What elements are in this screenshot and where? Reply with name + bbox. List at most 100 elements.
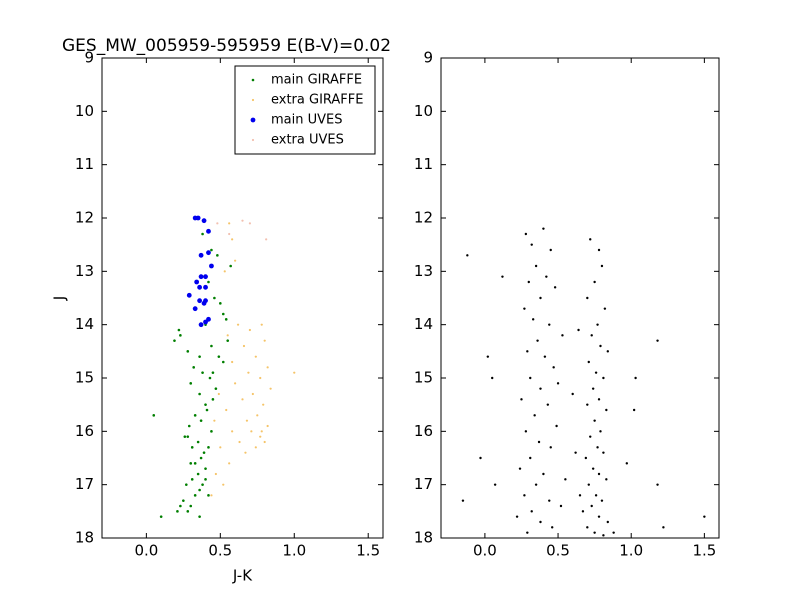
plot-frame — [440, 57, 720, 539]
point — [602, 534, 605, 537]
point — [204, 478, 207, 481]
point — [632, 408, 636, 412]
point — [224, 318, 228, 321]
point — [586, 526, 589, 529]
y-tick-label: 14 — [414, 315, 433, 333]
point — [542, 472, 545, 476]
point — [216, 222, 219, 225]
y-tick-label: 16 — [414, 422, 433, 440]
point — [293, 371, 296, 374]
point — [523, 307, 526, 310]
point — [587, 360, 590, 364]
point — [581, 510, 585, 513]
point — [219, 302, 222, 305]
point — [597, 398, 601, 401]
point — [201, 483, 204, 486]
point — [591, 467, 595, 470]
point — [213, 296, 216, 300]
point — [241, 219, 244, 222]
point — [210, 344, 213, 348]
x-tick-label: 1.5 — [356, 542, 380, 560]
point — [461, 499, 465, 502]
point — [201, 371, 204, 374]
point — [259, 376, 262, 380]
point — [186, 435, 190, 438]
point — [600, 264, 604, 268]
point — [589, 238, 592, 241]
legend-box — [234, 65, 376, 155]
legend-marker — [250, 117, 256, 123]
point — [265, 238, 268, 241]
legend-label: main GIRAFFE — [271, 73, 362, 88]
point — [206, 250, 211, 256]
point — [192, 306, 198, 312]
point — [590, 504, 593, 508]
point — [254, 446, 257, 449]
point — [656, 483, 659, 486]
point — [518, 467, 522, 470]
point — [703, 515, 706, 518]
point — [551, 526, 554, 529]
point — [263, 339, 266, 342]
point — [228, 462, 231, 465]
x-tick-label: 1.5 — [692, 542, 716, 560]
point — [530, 243, 533, 246]
point — [225, 408, 228, 412]
legend-label: extra GIRAFFE — [271, 93, 363, 108]
point — [193, 494, 197, 497]
point — [187, 424, 191, 428]
point — [593, 280, 596, 284]
point — [190, 478, 194, 481]
point — [571, 392, 574, 396]
point — [214, 387, 218, 390]
point — [159, 515, 163, 518]
y-tick-label: 18 — [414, 529, 433, 547]
point — [231, 360, 234, 364]
point — [190, 446, 194, 449]
point — [662, 526, 665, 529]
point — [211, 398, 215, 401]
point — [234, 259, 237, 262]
point — [204, 467, 207, 470]
point — [605, 408, 608, 412]
point — [217, 392, 220, 396]
x-tick-label: 1.0 — [619, 542, 643, 560]
point — [539, 296, 542, 300]
legend-marker — [251, 98, 255, 102]
point — [213, 419, 216, 422]
point — [223, 270, 226, 273]
point — [546, 403, 550, 406]
point — [210, 430, 213, 433]
point — [219, 446, 222, 449]
point — [197, 298, 203, 304]
legend-marker — [251, 138, 255, 142]
point — [179, 504, 182, 508]
point — [236, 323, 240, 326]
point — [523, 494, 526, 497]
point — [197, 284, 203, 290]
y-tick-label: 14 — [75, 315, 94, 333]
y-tick-label: 10 — [75, 102, 94, 120]
point — [231, 430, 234, 433]
point — [222, 483, 225, 486]
point — [186, 350, 190, 353]
point — [262, 403, 265, 406]
point — [534, 264, 538, 268]
y-tick-label: 13 — [414, 262, 433, 280]
point — [203, 284, 208, 290]
legend-label: extra UVES — [271, 133, 344, 148]
point — [597, 515, 601, 518]
point — [201, 300, 207, 306]
point — [173, 339, 176, 342]
point — [260, 323, 263, 326]
point — [529, 376, 532, 380]
point — [526, 350, 529, 353]
point — [555, 424, 558, 428]
y-tick-label: 9 — [84, 49, 94, 67]
point — [266, 366, 269, 369]
point — [586, 403, 589, 406]
point — [229, 264, 232, 268]
point — [634, 376, 637, 380]
point — [590, 334, 593, 337]
